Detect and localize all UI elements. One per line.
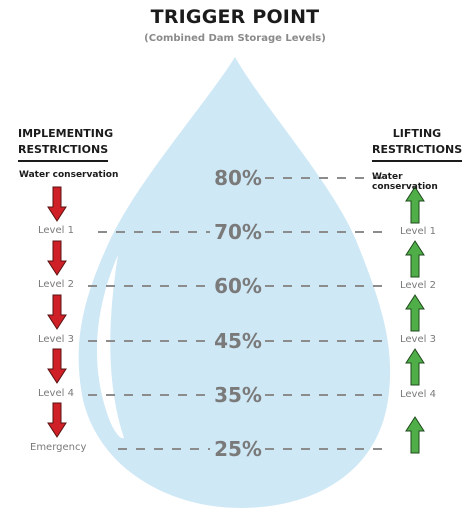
trigger-percent: 80%	[214, 166, 262, 190]
trigger-percent: 70%	[214, 220, 262, 244]
left-level-label: Level 4	[38, 388, 74, 399]
trigger-percent: 25%	[214, 437, 262, 461]
down-arrow-icon	[47, 402, 67, 438]
implementing-heading-line2: RESTRICTIONS	[18, 142, 109, 162]
right-level-label: Level 2	[400, 280, 436, 291]
down-arrow-icon	[47, 294, 67, 330]
down-arrow-icon	[47, 348, 67, 384]
left-level-label: Level 3	[38, 334, 74, 345]
right-level-label: Level 4	[400, 389, 436, 400]
water-drop-shape	[78, 57, 391, 508]
left-level-label: Level 1	[38, 225, 74, 236]
lifting-heading-line2: RESTRICTIONS	[372, 142, 463, 162]
up-arrow-icon	[405, 294, 425, 332]
lifting-heading: LIFTING RESTRICTIONS	[372, 126, 463, 162]
page-subtitle: (Combined Dam Storage Levels)	[144, 33, 326, 44]
right-water-conservation-label: Water conservation	[372, 172, 438, 192]
down-arrow-icon	[47, 186, 67, 222]
up-arrow-icon	[405, 416, 425, 454]
lifting-heading-line1: LIFTING	[392, 127, 442, 140]
left-water-conservation-label: Water conservation	[19, 170, 119, 180]
trigger-percent: 35%	[214, 383, 262, 407]
water-drop-highlight	[96, 255, 124, 439]
up-arrow-icon	[405, 186, 425, 224]
left-level-label: Emergency	[30, 442, 87, 453]
up-arrow-icon	[405, 240, 425, 278]
up-arrow-icon	[405, 348, 425, 386]
trigger-percent: 45%	[214, 329, 262, 353]
right-level-label: Level 3	[400, 334, 436, 345]
down-arrow-icon	[47, 240, 67, 276]
page-title: TRIGGER POINT	[150, 6, 320, 28]
implementing-heading-line1: IMPLEMENTING	[18, 127, 114, 140]
trigger-percent: 60%	[214, 274, 262, 298]
left-level-label: Level 2	[38, 279, 74, 290]
right-level-label: Level 1	[400, 226, 436, 237]
implementing-heading: IMPLEMENTING RESTRICTIONS	[18, 126, 118, 162]
